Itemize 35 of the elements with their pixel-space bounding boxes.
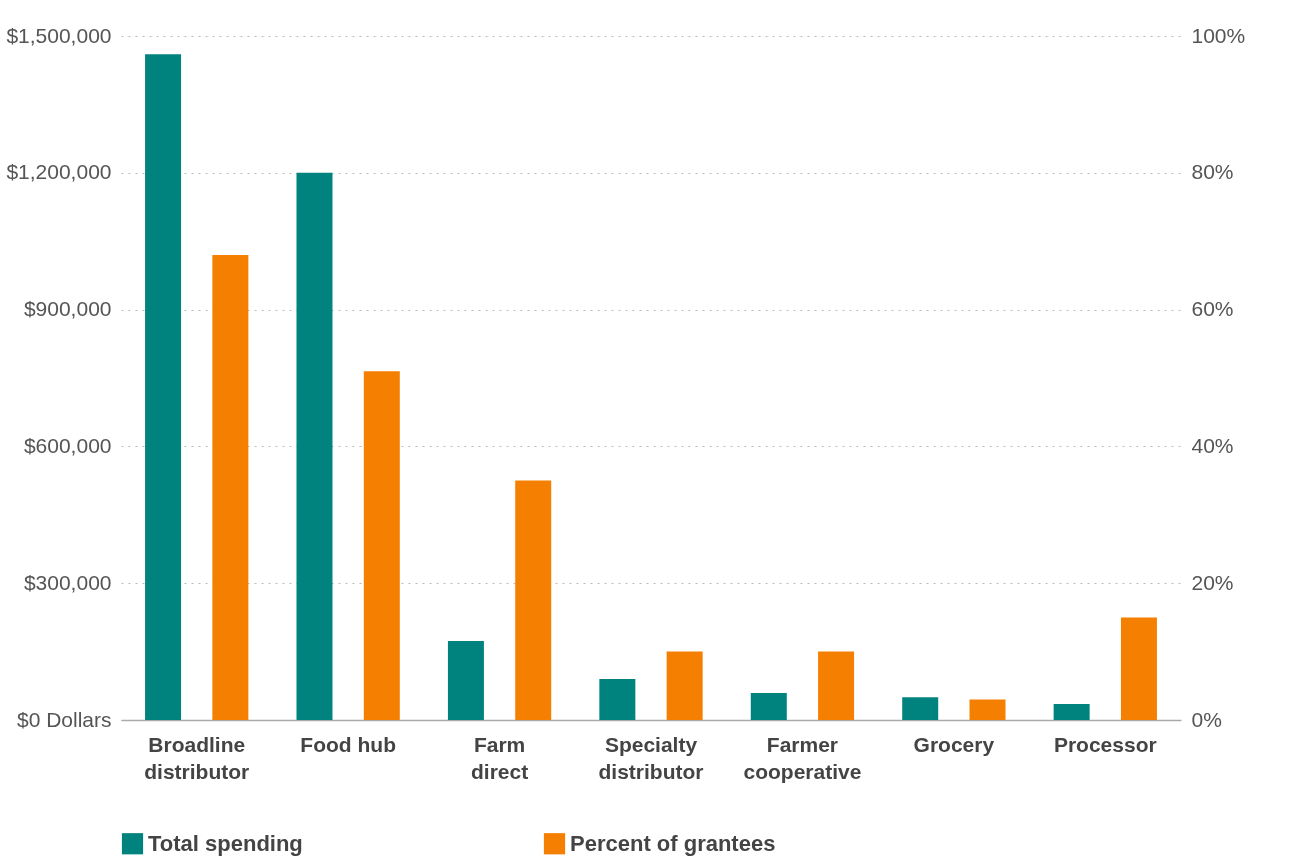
bar [969,699,1006,720]
y2-tick-label: 100% [1191,23,1246,47]
x-tick-label: Specialty distributor [598,732,704,783]
y-tick-label: $1,200,000 [6,160,112,184]
y2-tick-label: 0% [1191,707,1222,731]
bar [750,693,787,720]
bar [296,172,333,720]
bar [363,371,400,720]
legend-label: Percent of grantees [570,830,776,856]
x-tick-label: Farmer cooperative [743,732,862,783]
y-tick-label: $300,000 [23,570,112,594]
bar [666,651,703,720]
y-tick-label: $900,000 [23,297,112,321]
bar [818,651,855,720]
y2-tick-label: 80% [1191,160,1234,184]
y-tick-label: $0 Dollars [16,707,112,731]
y-tick-label: $1,500,000 [6,23,112,47]
x-tick-label: Farm direct [470,732,529,783]
bar [212,254,249,720]
x-tick-label: Processor [1053,732,1157,756]
y2-tick-label: 40% [1191,433,1234,457]
x-tick-label: Food hub [300,732,396,756]
y-tick-label: $600,000 [23,433,112,457]
bar [145,54,182,720]
bar [1053,704,1090,720]
y2-tick-label: 20% [1191,570,1234,594]
bar [515,480,552,720]
y2-tick-label: 60% [1191,297,1234,321]
bar [599,678,636,720]
bar [447,641,484,720]
x-tick-label: Broadline distributor [144,732,250,783]
bar [902,697,939,720]
legend-label: Total spending [148,830,303,856]
x-tick-label: Grocery [913,732,995,756]
bar [1120,617,1157,720]
